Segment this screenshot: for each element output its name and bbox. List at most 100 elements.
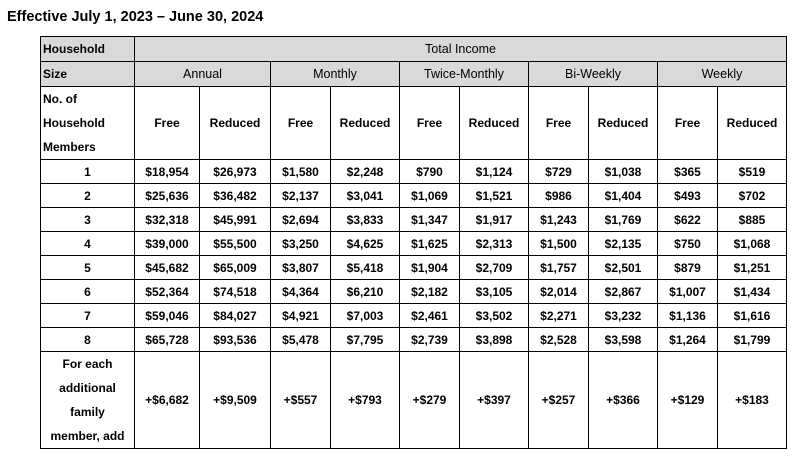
income-cell: $1,917 [459, 207, 529, 232]
income-cell: $3,598 [588, 327, 658, 352]
household-size-cell: 4 [40, 231, 135, 256]
income-cell: $1,007 [657, 279, 718, 304]
income-cell: $39,000 [134, 231, 200, 256]
income-cell: $3,502 [459, 303, 529, 328]
household-size-cell: 6 [40, 279, 135, 304]
income-cell: $2,271 [528, 303, 589, 328]
period-header-monthly: Monthly [270, 61, 400, 87]
additional-member-cell: +$557 [270, 351, 331, 449]
household-size-cell: 2 [40, 183, 135, 208]
income-cell: $2,248 [330, 159, 400, 184]
additional-member-label-line: For each [62, 357, 113, 371]
income-cell: $879 [657, 255, 718, 280]
income-cell: $1,069 [399, 183, 460, 208]
income-cell: $1,124 [459, 159, 529, 184]
reduced-column-header: Reduced [588, 86, 658, 160]
income-cell: $74,518 [199, 279, 271, 304]
income-cell: $729 [528, 159, 589, 184]
income-cell: $4,625 [330, 231, 400, 256]
income-cell: $3,898 [459, 327, 529, 352]
income-cell: $52,364 [134, 279, 200, 304]
income-cell: $2,182 [399, 279, 460, 304]
income-cell: $3,232 [588, 303, 658, 328]
income-cell: $1,580 [270, 159, 331, 184]
income-cell: $2,709 [459, 255, 529, 280]
income-cell: $1,404 [588, 183, 658, 208]
income-cell: $1,243 [528, 207, 589, 232]
income-cell: $1,757 [528, 255, 589, 280]
income-cell: $5,418 [330, 255, 400, 280]
income-cell: $3,807 [270, 255, 331, 280]
household-size-header-line2: Size [40, 61, 135, 87]
income-cell: $2,313 [459, 231, 529, 256]
income-cell: $702 [717, 183, 787, 208]
income-cell: $3,105 [459, 279, 529, 304]
household-members-label-line: Members [43, 140, 96, 154]
table-row: 5 $45,682 $65,009 $3,807 $5,418 $1,904 $2,709 $… [40, 255, 787, 280]
additional-member-label-line: additional [59, 381, 116, 395]
table-row: 6 $52,364 $74,518 $4,364 $6,210 $2,182 $3,105 $… [40, 279, 787, 304]
reduced-column-header: Reduced [459, 86, 529, 160]
household-members-label: No. of Household Members [40, 86, 135, 160]
income-cell: $32,318 [134, 207, 200, 232]
additional-member-cell: +$793 [330, 351, 400, 449]
income-cell: $1,616 [717, 303, 787, 328]
period-header-annual: Annual [134, 61, 271, 87]
income-cell: $65,009 [199, 255, 271, 280]
additional-member-cell: +$129 [657, 351, 718, 449]
income-cell: $2,528 [528, 327, 589, 352]
free-column-header: Free [657, 86, 718, 160]
free-column-header: Free [134, 86, 200, 160]
income-cell: $2,461 [399, 303, 460, 328]
income-cell: $3,833 [330, 207, 400, 232]
income-cell: $365 [657, 159, 718, 184]
household-size-cell: 5 [40, 255, 135, 280]
income-cell: $1,347 [399, 207, 460, 232]
income-cell: $2,014 [528, 279, 589, 304]
table-row: 7 $59,046 $84,027 $4,921 $7,003 $2,461 $3,502 $… [40, 303, 787, 328]
income-cell: $519 [717, 159, 787, 184]
income-cell: $6,210 [330, 279, 400, 304]
table-row: 2 $25,636 $36,482 $2,137 $3,041 $1,069 $1,521 $… [40, 183, 787, 208]
period-header-twice-monthly: Twice-Monthly [399, 61, 529, 87]
income-cell: $790 [399, 159, 460, 184]
income-cell: $93,536 [199, 327, 271, 352]
income-cell: $885 [717, 207, 787, 232]
household-size-cell: 7 [40, 303, 135, 328]
reduced-column-header: Reduced [330, 86, 400, 160]
table-row: 3 $32,318 $45,991 $2,694 $3,833 $1,347 $1,917 $… [40, 207, 787, 232]
additional-member-label-line: member, add [50, 429, 125, 443]
income-cell: $986 [528, 183, 589, 208]
income-cell: $3,041 [330, 183, 400, 208]
income-cell: $2,739 [399, 327, 460, 352]
additional-member-cell: +$9,509 [199, 351, 271, 449]
income-cell: $2,501 [588, 255, 658, 280]
income-cell: $4,364 [270, 279, 331, 304]
household-size-header-line1: Household [40, 36, 135, 62]
income-cell: $4,921 [270, 303, 331, 328]
free-column-header: Free [528, 86, 589, 160]
income-cell: $65,728 [134, 327, 200, 352]
income-cell: $2,135 [588, 231, 658, 256]
table-row: 4 $39,000 $55,500 $3,250 $4,625 $1,625 $2,313 $… [40, 231, 787, 256]
income-cell: $750 [657, 231, 718, 256]
additional-member-cell: +$6,682 [134, 351, 200, 449]
income-cell: $1,068 [717, 231, 787, 256]
period-header-weekly: Weekly [657, 61, 787, 87]
income-cell: $45,991 [199, 207, 271, 232]
additional-member-row: For each additional family member, add +$6,6… [40, 351, 787, 449]
table-row: 8 $65,728 $93,536 $5,478 $7,795 $2,739 $3,898 $… [40, 327, 787, 352]
income-cell: $2,867 [588, 279, 658, 304]
household-members-label-line: No. of [43, 92, 77, 106]
income-cell: $25,636 [134, 183, 200, 208]
income-cell: $1,251 [717, 255, 787, 280]
income-cell: $36,482 [199, 183, 271, 208]
household-size-cell: 1 [40, 159, 135, 184]
income-cell: $5,478 [270, 327, 331, 352]
income-cell: $1,500 [528, 231, 589, 256]
income-cell: $7,795 [330, 327, 400, 352]
income-cell: $1,625 [399, 231, 460, 256]
income-cell: $84,027 [199, 303, 271, 328]
income-cell: $493 [657, 183, 718, 208]
income-cell: $1,769 [588, 207, 658, 232]
